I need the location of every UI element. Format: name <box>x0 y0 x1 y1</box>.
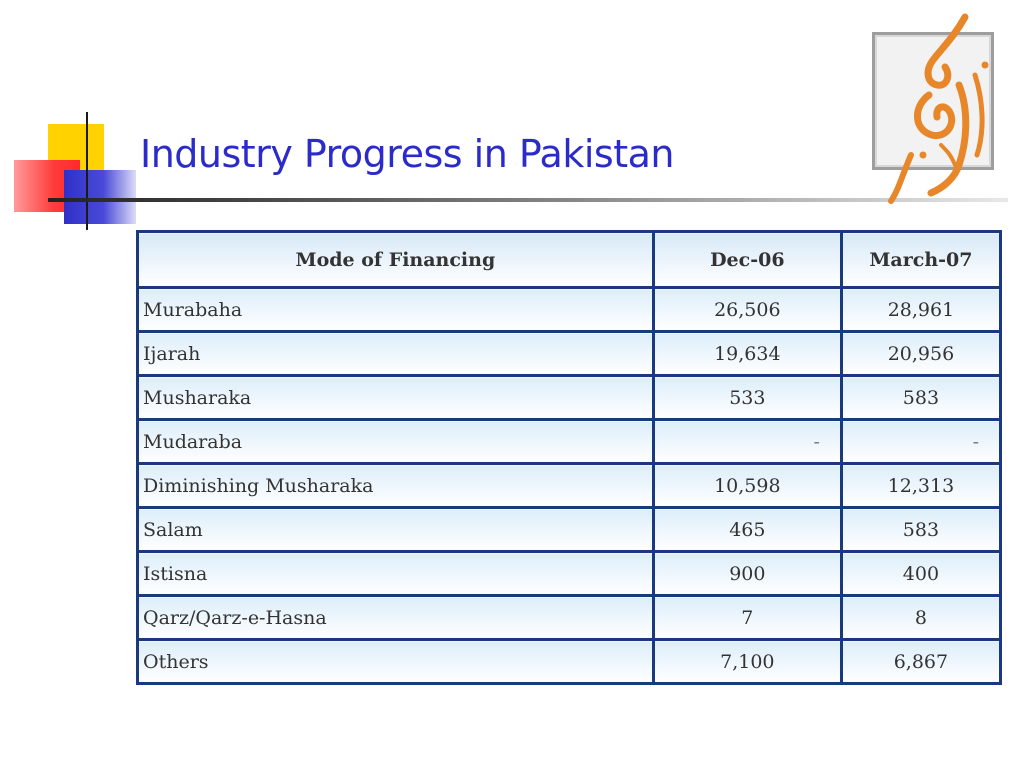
cell-dec-06: 533 <box>651 374 843 421</box>
cell-dec-06: - <box>651 418 843 465</box>
decor-vertical-line <box>86 112 88 230</box>
cell-dec-06: 7 <box>651 594 843 641</box>
cell-mode: Others <box>136 638 655 685</box>
cell-march-07: 8 <box>839 594 1003 641</box>
title-underline <box>48 198 1008 202</box>
cell-mode: Ijarah <box>136 330 655 377</box>
cell-march-07: 583 <box>839 506 1003 553</box>
table-row: Murabaha 26,506 28,961 <box>136 286 1003 333</box>
cell-mode: Musharaka <box>136 374 655 421</box>
cell-mode: Salam <box>136 506 655 553</box>
table-header-row: Mode of Financing Dec-06 March-07 <box>136 230 1003 289</box>
cell-dec-06: 900 <box>651 550 843 597</box>
financing-table: Mode of Financing Dec-06 March-07 Muraba… <box>136 230 1003 685</box>
table-row: Salam 465 583 <box>136 506 1003 553</box>
slide-title: Industry Progress in Pakistan <box>140 132 674 176</box>
cell-dec-06: 7,100 <box>651 638 843 685</box>
cell-mode: Istisna <box>136 550 655 597</box>
table-row: Istisna 900 400 <box>136 550 1003 597</box>
cell-dec-06: 465 <box>651 506 843 553</box>
cell-march-07: 400 <box>839 550 1003 597</box>
cell-march-07: 6,867 <box>839 638 1003 685</box>
header-dec-06: Dec-06 <box>651 230 843 289</box>
table-row: Musharaka 533 583 <box>136 374 1003 421</box>
table-row: Mudaraba - - <box>136 418 1003 465</box>
calligraphy-logo-icon <box>872 13 994 204</box>
cell-dec-06: 10,598 <box>651 462 843 509</box>
cell-march-07: 28,961 <box>839 286 1003 333</box>
cell-dec-06: 19,634 <box>651 330 843 377</box>
cell-mode: Qarz/Qarz-e-Hasna <box>136 594 655 641</box>
cell-march-07: 12,313 <box>839 462 1003 509</box>
header-mode-of-financing: Mode of Financing <box>136 230 655 289</box>
cell-mode: Diminishing Musharaka <box>136 462 655 509</box>
cell-mode: Murabaha <box>136 286 655 333</box>
header-march-07: March-07 <box>839 230 1003 289</box>
cell-march-07: 583 <box>839 374 1003 421</box>
decor-blue-square <box>64 170 136 224</box>
cell-mode: Mudaraba <box>136 418 655 465</box>
cell-march-07: - <box>839 418 1003 465</box>
financing-table-container: Mode of Financing Dec-06 March-07 Muraba… <box>136 230 1004 685</box>
table-row: Others 7,100 6,867 <box>136 638 1003 685</box>
table-row: Diminishing Musharaka 10,598 12,313 <box>136 462 1003 509</box>
calligraphy-icon <box>888 13 989 204</box>
cell-dec-06: 26,506 <box>651 286 843 333</box>
table-row: Ijarah 19,634 20,956 <box>136 330 1003 377</box>
table-row: Qarz/Qarz-e-Hasna 7 8 <box>136 594 1003 641</box>
cell-march-07: 20,956 <box>839 330 1003 377</box>
